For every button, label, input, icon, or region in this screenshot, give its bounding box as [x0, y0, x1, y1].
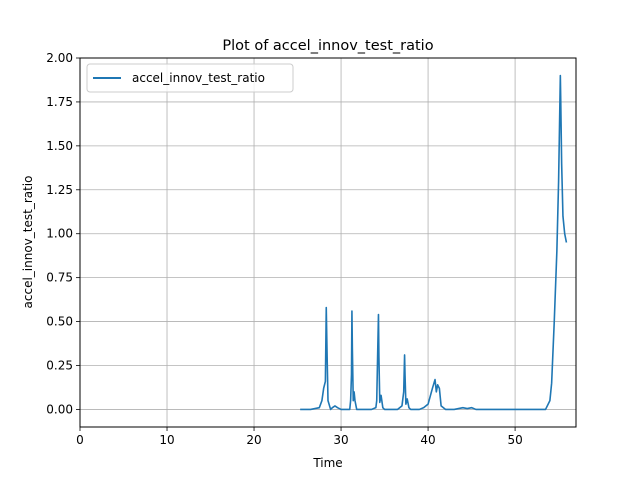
- y-tick-label: 0.75: [46, 271, 73, 285]
- y-tick-label: 1.00: [46, 227, 73, 241]
- y-tick-label: 2.00: [46, 51, 73, 65]
- plot-area-frame: [79, 57, 577, 428]
- y-tick-label: 1.50: [46, 139, 73, 153]
- x-tick-label: 10: [159, 433, 174, 447]
- x-tick-label: 20: [246, 433, 261, 447]
- x-tick-label: 0: [76, 433, 84, 447]
- x-axis-ticks: 0 10 20 30 40 50: [76, 427, 523, 447]
- y-tick-label: 0.50: [46, 315, 73, 329]
- legend: accel_innov_test_ratio: [86, 63, 294, 93]
- series-layer: [300, 74, 568, 411]
- x-tick-label: 40: [420, 433, 435, 447]
- x-tick-label: 50: [507, 433, 522, 447]
- legend-frame: [86, 63, 294, 93]
- x-tick-label: 30: [333, 433, 348, 447]
- y-tick-label: 1.25: [46, 183, 73, 197]
- y-axis-label: accel_innov_test_ratio: [21, 176, 35, 309]
- y-tick-label: 0.25: [46, 359, 73, 373]
- y-tick-label: 1.75: [46, 95, 73, 109]
- legend-entry-label: accel_innov_test_ratio: [132, 71, 265, 85]
- chart-title: Plot of accel_innov_test_ratio: [222, 38, 433, 54]
- x-axis-label: Time: [312, 456, 342, 470]
- y-axis-ticks: 0.00 0.25 0.50 0.75 1.00 1.25 1.50 1.75 2.00: [46, 51, 80, 416]
- y-tick-label: 0.00: [46, 402, 73, 416]
- series-line: [300, 74, 568, 411]
